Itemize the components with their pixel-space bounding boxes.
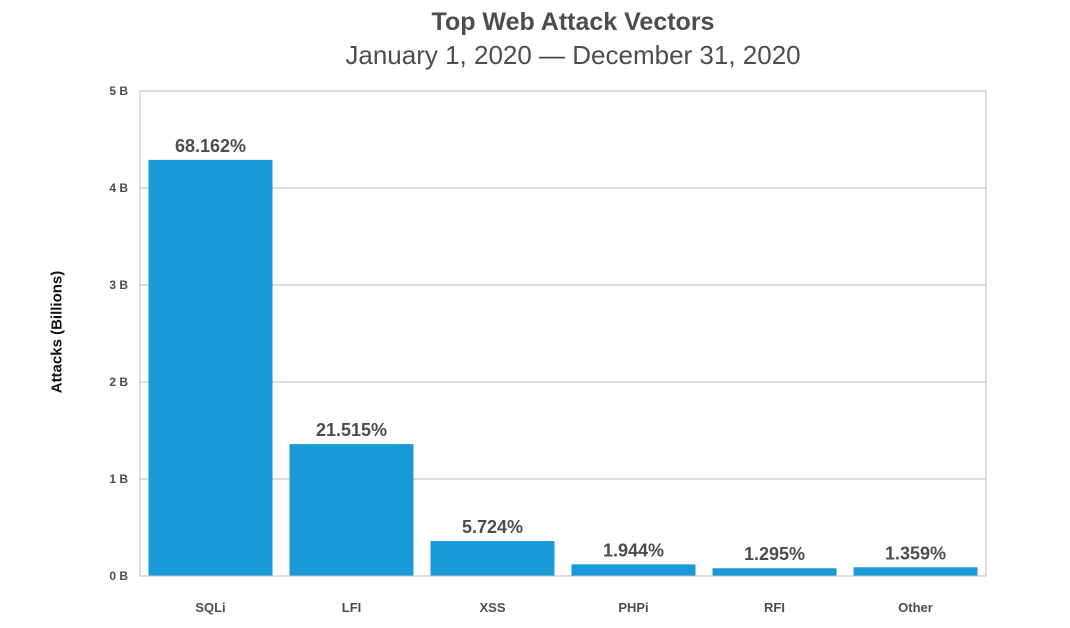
x-axis-ticks: SQLi LFI XSS PHPi RFI Other bbox=[195, 600, 933, 615]
y-tick-label: 5 B bbox=[109, 84, 128, 98]
x-tick-label: SQLi bbox=[195, 600, 225, 615]
data-label: 5.724% bbox=[462, 517, 523, 537]
bar-other bbox=[853, 567, 978, 576]
bar-lfi bbox=[289, 444, 414, 576]
chart-title: Top Web Attack Vectors bbox=[431, 8, 715, 36]
x-tick-label: LFI bbox=[342, 600, 362, 615]
y-tick-label: 2 B bbox=[109, 375, 128, 389]
x-tick-label: RFI bbox=[764, 600, 785, 615]
bar-series bbox=[148, 159, 978, 576]
data-label: 68.162% bbox=[175, 136, 246, 156]
data-label: 21.515% bbox=[316, 420, 387, 440]
x-tick-label: PHPi bbox=[618, 600, 648, 615]
y-tick-label: 4 B bbox=[109, 181, 128, 195]
y-tick-label: 1 B bbox=[109, 472, 128, 486]
data-label: 1.944% bbox=[603, 540, 664, 560]
chart-subtitle: January 1, 2020 — December 31, 2020 bbox=[345, 40, 801, 70]
data-label: 1.295% bbox=[744, 544, 805, 564]
x-tick-label: Other bbox=[898, 600, 933, 615]
bar-sqli bbox=[148, 159, 273, 576]
y-tick-label: 0 B bbox=[109, 569, 128, 583]
data-label: 1.359% bbox=[885, 543, 946, 563]
y-axis-ticks: 0 B 1 B 2 B 3 B 4 B 5 B bbox=[109, 84, 128, 583]
plot-frame bbox=[139, 90, 987, 577]
y-tick-label: 3 B bbox=[109, 278, 128, 292]
x-tick-label: XSS bbox=[479, 600, 505, 615]
bar-rfi bbox=[712, 568, 837, 576]
bar-phpi bbox=[571, 564, 696, 576]
data-labels: 68.162% 21.515% 5.724% 1.944% 1.295% 1.359% bbox=[175, 136, 946, 564]
bar-xss bbox=[430, 541, 555, 576]
